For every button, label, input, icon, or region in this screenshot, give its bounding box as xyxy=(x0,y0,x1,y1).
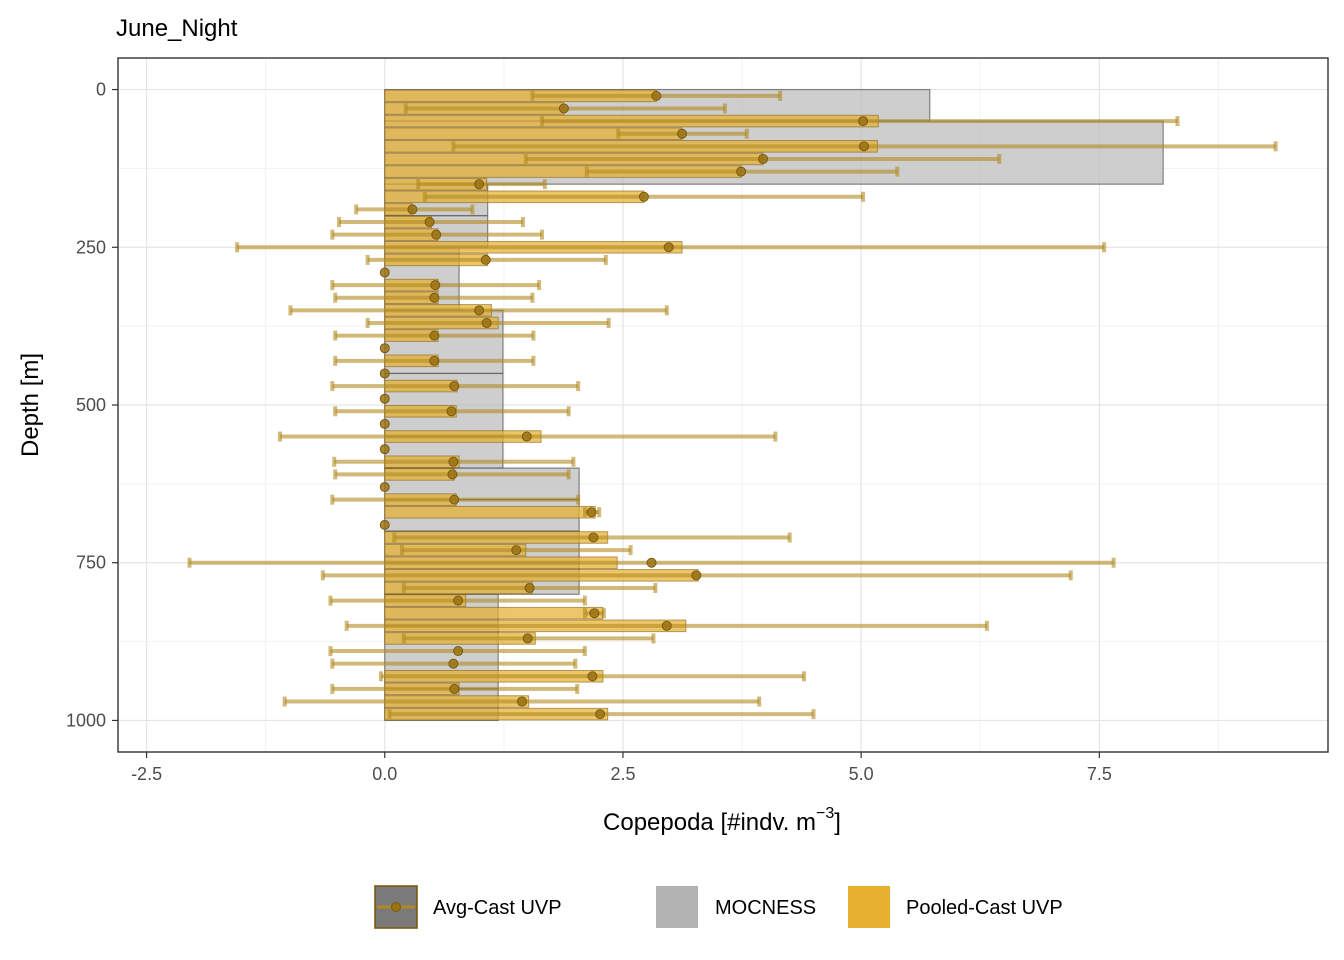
avg-point xyxy=(522,633,533,644)
y-tick-label: 0 xyxy=(96,80,106,100)
avg-point xyxy=(588,532,599,543)
x-axis: -2.5 0.0 2.5 5.0 7.5 xyxy=(131,752,1112,784)
avg-point xyxy=(589,608,600,619)
avg-point xyxy=(858,116,869,127)
avg-point xyxy=(511,545,522,556)
pooled-bar xyxy=(384,606,604,620)
legend-key-avg-point xyxy=(391,902,401,912)
x-tick-label: 7.5 xyxy=(1087,764,1112,784)
avg-point xyxy=(521,431,532,442)
x-tick-label: 5.0 xyxy=(849,764,874,784)
x-tick-label: 0.0 xyxy=(372,764,397,784)
avg-point xyxy=(379,267,390,278)
y-axis: 0 250 500 750 1000 xyxy=(66,80,118,730)
legend: Avg-Cast UVP MOCNESS Pooled-Cast UVP xyxy=(374,885,1063,929)
legend-label-mocness: MOCNESS xyxy=(715,897,816,919)
chart-title: June_Night xyxy=(116,15,238,42)
avg-point xyxy=(430,280,441,291)
y-tick-label: 1000 xyxy=(66,710,106,730)
avg-point xyxy=(431,229,442,240)
y-tick-label: 250 xyxy=(76,237,106,257)
x-tick-label: 2.5 xyxy=(610,764,635,784)
avg-point xyxy=(677,128,688,139)
legend-key-pooled xyxy=(848,886,890,928)
avg-point xyxy=(379,418,390,429)
y-axis-title: Depth [m] xyxy=(17,353,44,457)
avg-point xyxy=(379,343,390,354)
x-axis-title-end: ] xyxy=(834,809,841,836)
avg-point xyxy=(429,330,440,341)
avg-point xyxy=(586,507,597,518)
avg-point xyxy=(661,620,672,631)
x-axis-title-main: Copepoda [#indv. m xyxy=(603,809,816,836)
avg-point xyxy=(379,519,390,530)
x-tick-label: -2.5 xyxy=(131,764,162,784)
legend-label-avg: Avg-Cast UVP xyxy=(433,897,562,919)
avg-point xyxy=(663,242,674,253)
avg-point xyxy=(558,103,569,114)
avg-point xyxy=(449,494,460,505)
pooled-bar xyxy=(384,505,596,519)
avg-point xyxy=(474,179,485,190)
avg-point xyxy=(524,582,535,593)
x-axis-title-superscript: −3 xyxy=(816,805,834,822)
avg-point xyxy=(448,658,459,669)
avg-point xyxy=(651,90,662,101)
avg-point xyxy=(453,646,464,657)
avg-point xyxy=(736,166,747,177)
avg-series xyxy=(187,90,1278,720)
y-tick-label: 750 xyxy=(76,553,106,573)
legend-label-pooled: Pooled-Cast UVP xyxy=(906,897,1063,919)
y-tick-label: 500 xyxy=(76,395,106,415)
avg-point xyxy=(379,444,390,455)
avg-point xyxy=(595,709,606,720)
avg-point xyxy=(646,557,657,568)
avg-point xyxy=(448,456,459,467)
avg-point xyxy=(447,469,458,480)
avg-point xyxy=(379,393,390,404)
avg-point xyxy=(446,406,457,417)
avg-point xyxy=(379,368,390,379)
avg-point xyxy=(429,355,440,366)
avg-point xyxy=(474,305,485,316)
avg-point xyxy=(379,482,390,493)
avg-point xyxy=(480,254,491,265)
avg-point xyxy=(859,141,870,152)
avg-point xyxy=(429,292,440,303)
avg-point xyxy=(407,204,418,215)
legend-key-mocness xyxy=(656,886,698,928)
avg-point xyxy=(453,595,464,606)
x-axis-title: Copepoda [#indv. m−3] xyxy=(603,805,841,836)
avg-point xyxy=(691,570,702,581)
avg-point xyxy=(481,317,492,328)
avg-point xyxy=(587,671,598,682)
avg-point xyxy=(758,153,769,164)
avg-point xyxy=(449,381,460,392)
avg-point xyxy=(516,696,527,707)
avg-point xyxy=(638,191,649,202)
avg-point xyxy=(449,683,460,694)
avg-point xyxy=(424,217,435,228)
